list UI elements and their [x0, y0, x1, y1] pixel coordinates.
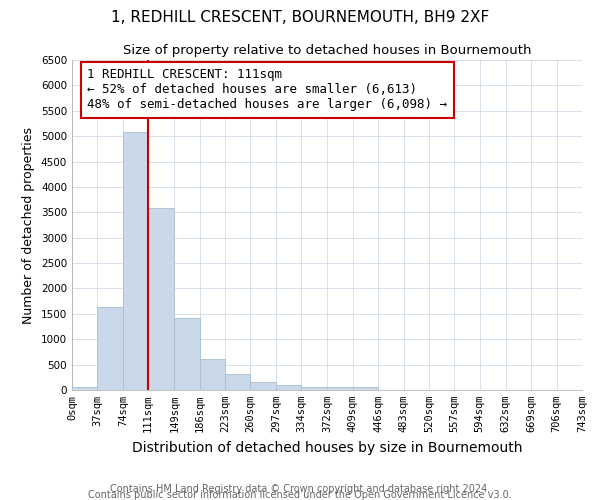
- Bar: [148, 208, 174, 390]
- Bar: [276, 386, 301, 390]
- Text: Contains HM Land Registry data © Crown copyright and database right 2024.: Contains HM Land Registry data © Crown c…: [110, 484, 490, 494]
- X-axis label: Distribution of detached houses by size in Bournemouth: Distribution of detached houses by size …: [132, 440, 522, 454]
- Bar: [225, 374, 250, 390]
- Bar: [250, 382, 276, 390]
- Bar: [301, 387, 328, 390]
- Text: 1, REDHILL CRESCENT, BOURNEMOUTH, BH9 2XF: 1, REDHILL CRESCENT, BOURNEMOUTH, BH9 2X…: [111, 10, 489, 25]
- Y-axis label: Number of detached properties: Number of detached properties: [22, 126, 35, 324]
- Bar: [353, 388, 378, 390]
- Text: 1 REDHILL CRESCENT: 111sqm
← 52% of detached houses are smaller (6,613)
48% of s: 1 REDHILL CRESCENT: 111sqm ← 52% of deta…: [88, 68, 448, 112]
- Bar: [72, 387, 97, 390]
- Bar: [200, 359, 225, 390]
- Title: Size of property relative to detached houses in Bournemouth: Size of property relative to detached ho…: [123, 44, 531, 58]
- Bar: [328, 388, 353, 390]
- Text: Contains public sector information licensed under the Open Government Licence v3: Contains public sector information licen…: [88, 490, 512, 500]
- Bar: [97, 307, 123, 390]
- Bar: [123, 132, 148, 390]
- Bar: [174, 318, 200, 390]
